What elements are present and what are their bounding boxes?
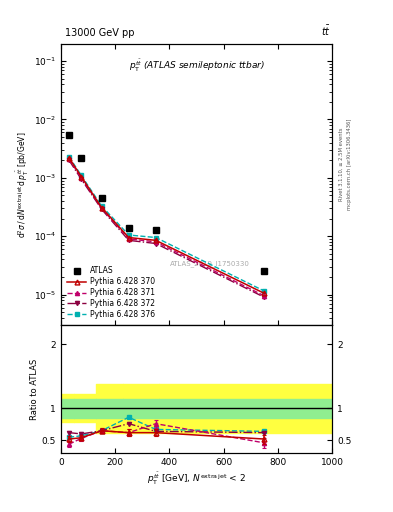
Pythia 6.428 371: [153, 239, 158, 245]
Line: Pythia 6.428 370: Pythia 6.428 370: [67, 156, 267, 296]
Pythia 6.428 371: [79, 175, 84, 181]
Pythia 6.428 372: [99, 206, 104, 212]
Line: Pythia 6.428 372: Pythia 6.428 372: [67, 158, 266, 300]
Pythia 6.428 371: [67, 156, 72, 162]
Pythia 6.428 370: [67, 155, 72, 161]
Line: Pythia 6.428 376: Pythia 6.428 376: [67, 155, 266, 293]
Pythia 6.428 370: [126, 234, 131, 241]
Pythia 6.428 370: [262, 290, 266, 296]
ATLAS: [126, 225, 131, 231]
Line: Pythia 6.428 371: Pythia 6.428 371: [67, 157, 266, 298]
Pythia 6.428 371: [99, 205, 104, 211]
Text: ATLAS_2019_I1750330: ATLAS_2019_I1750330: [170, 260, 250, 267]
Pythia 6.428 376: [126, 232, 131, 238]
Text: Rivet 3.1.10, ≥ 2.5M events: Rivet 3.1.10, ≥ 2.5M events: [339, 127, 344, 201]
Pythia 6.428 376: [262, 288, 266, 294]
ATLAS: [67, 132, 72, 138]
ATLAS: [153, 226, 158, 232]
Text: 13000 GeV pp: 13000 GeV pp: [65, 28, 134, 38]
Line: ATLAS: ATLAS: [66, 132, 267, 274]
Pythia 6.428 370: [99, 204, 104, 210]
ATLAS: [79, 155, 84, 161]
Pythia 6.428 372: [126, 237, 131, 243]
Pythia 6.428 372: [79, 176, 84, 182]
Pythia 6.428 372: [262, 294, 266, 301]
Pythia 6.428 371: [262, 293, 266, 299]
Pythia 6.428 372: [67, 157, 72, 163]
X-axis label: $p_\mathrm{T}^{t\bar{t}}$ [GeV], $N^{\mathrm{extra\,jet}}$ < 2: $p_\mathrm{T}^{t\bar{t}}$ [GeV], $N^{\ma…: [147, 471, 246, 487]
ATLAS: [99, 195, 104, 201]
Y-axis label: Ratio to ATLAS: Ratio to ATLAS: [30, 358, 39, 420]
Text: mcplots.cern.ch [arXiv:1306.3436]: mcplots.cern.ch [arXiv:1306.3436]: [347, 118, 352, 209]
Pythia 6.428 370: [153, 237, 158, 243]
Y-axis label: $\mathrm{d}^2\sigma\,/\,\mathrm{d}N^{\mathrm{extra\,jet}}\,\mathrm{d}\,p_\mathrm: $\mathrm{d}^2\sigma\,/\,\mathrm{d}N^{\ma…: [15, 131, 31, 238]
Legend: ATLAS, Pythia 6.428 370, Pythia 6.428 371, Pythia 6.428 372, Pythia 6.428 376: ATLAS, Pythia 6.428 370, Pythia 6.428 37…: [65, 264, 157, 322]
Pythia 6.428 376: [67, 154, 72, 160]
Pythia 6.428 376: [79, 173, 84, 179]
Pythia 6.428 372: [153, 241, 158, 247]
Pythia 6.428 371: [126, 236, 131, 242]
ATLAS: [262, 268, 266, 274]
Pythia 6.428 376: [153, 234, 158, 241]
Text: $t\bar{t}$: $t\bar{t}$: [321, 25, 331, 38]
Text: $p_\mathrm{T}^{t\bar{t}}$ (ATLAS semileptonic ttbar): $p_\mathrm{T}^{t\bar{t}}$ (ATLAS semilep…: [129, 58, 264, 74]
Pythia 6.428 376: [99, 203, 104, 209]
Pythia 6.428 370: [79, 174, 84, 180]
